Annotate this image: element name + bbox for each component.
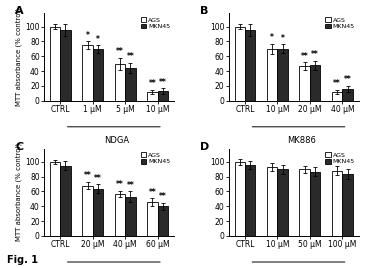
Text: **: ** bbox=[311, 50, 319, 59]
Text: **: ** bbox=[159, 77, 167, 87]
Bar bbox=[82, 185, 93, 236]
Legend: AGS, MKN45: AGS, MKN45 bbox=[325, 17, 355, 30]
Bar bbox=[310, 172, 320, 236]
Text: MK886: MK886 bbox=[287, 136, 316, 144]
Bar bbox=[82, 45, 93, 100]
Text: *: * bbox=[270, 33, 274, 42]
Bar bbox=[310, 65, 320, 100]
Bar bbox=[277, 49, 288, 100]
Text: **: ** bbox=[127, 181, 134, 190]
Bar bbox=[299, 66, 310, 100]
Text: D: D bbox=[200, 142, 209, 152]
Legend: AGS, MKN45: AGS, MKN45 bbox=[140, 17, 171, 30]
Bar bbox=[342, 174, 353, 236]
Bar bbox=[50, 162, 60, 236]
Text: **: ** bbox=[84, 172, 92, 180]
Text: *: * bbox=[86, 31, 89, 40]
Bar bbox=[158, 91, 168, 100]
Bar bbox=[332, 92, 342, 100]
Bar bbox=[158, 206, 168, 236]
Bar bbox=[267, 49, 277, 100]
Bar bbox=[93, 49, 103, 100]
Y-axis label: MTT absorbance (% control): MTT absorbance (% control) bbox=[16, 143, 22, 241]
Bar bbox=[235, 162, 245, 236]
Bar bbox=[115, 64, 125, 100]
Bar bbox=[267, 167, 277, 236]
Text: **: ** bbox=[301, 52, 309, 61]
Bar bbox=[147, 202, 158, 236]
Text: **: ** bbox=[116, 47, 124, 56]
Bar bbox=[125, 68, 135, 100]
Legend: AGS, MKN45: AGS, MKN45 bbox=[140, 152, 171, 165]
Bar bbox=[60, 166, 71, 236]
Text: *: * bbox=[281, 34, 284, 43]
Bar bbox=[245, 30, 255, 101]
Text: **: ** bbox=[149, 188, 156, 197]
Text: **: ** bbox=[333, 79, 341, 88]
Text: Fig. 1: Fig. 1 bbox=[7, 255, 38, 265]
Bar bbox=[299, 169, 310, 236]
Bar bbox=[125, 197, 135, 236]
Text: **: ** bbox=[94, 174, 102, 183]
Text: NDGA: NDGA bbox=[105, 136, 130, 144]
Text: A: A bbox=[15, 6, 24, 16]
Text: **: ** bbox=[127, 53, 134, 61]
Bar bbox=[115, 194, 125, 236]
Y-axis label: MTT absorbance (% control): MTT absorbance (% control) bbox=[16, 8, 22, 106]
Text: **: ** bbox=[159, 192, 167, 201]
Text: *: * bbox=[96, 35, 100, 44]
Text: **: ** bbox=[149, 79, 156, 88]
Bar bbox=[235, 27, 245, 100]
Bar bbox=[60, 30, 71, 101]
Text: **: ** bbox=[344, 75, 351, 84]
Bar bbox=[277, 169, 288, 236]
Bar bbox=[50, 27, 60, 100]
Bar bbox=[332, 171, 342, 236]
Text: B: B bbox=[200, 6, 208, 16]
Bar bbox=[342, 89, 353, 100]
Bar bbox=[93, 188, 103, 236]
Legend: AGS, MKN45: AGS, MKN45 bbox=[325, 152, 355, 165]
Text: **: ** bbox=[116, 180, 124, 189]
Bar bbox=[245, 165, 255, 236]
Bar bbox=[147, 92, 158, 100]
Text: C: C bbox=[15, 142, 23, 152]
